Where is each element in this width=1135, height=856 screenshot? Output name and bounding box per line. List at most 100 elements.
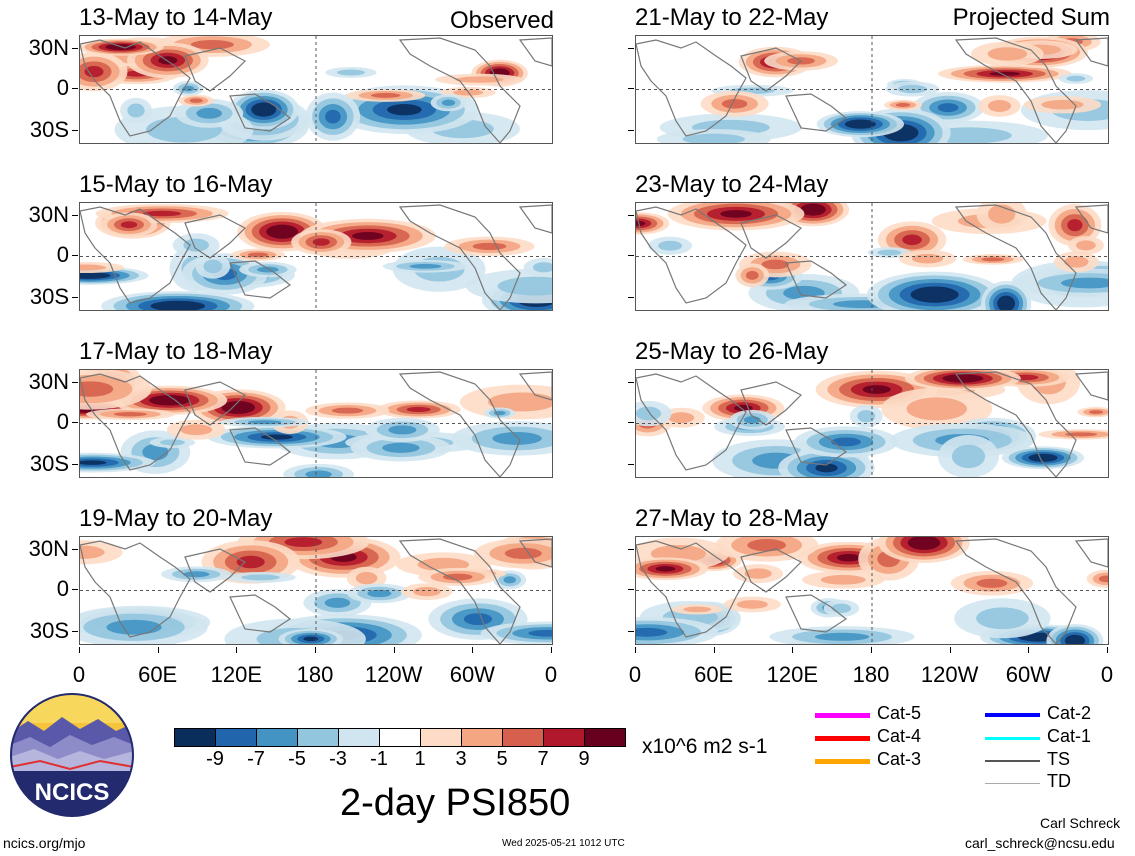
x-label: 0 [628,662,642,687]
y-tick [72,255,78,256]
y-tick [72,88,78,89]
x-tick [713,647,715,653]
panel-tag: Projected Sum [952,4,1110,31]
psi850-field [636,537,1108,644]
colorbar-label: 7 [537,748,549,770]
y-label: 30N [28,536,69,561]
x-tick [1107,647,1108,653]
colorbar-swatch [543,728,585,747]
x-label: 180 [296,662,334,687]
y-tick [628,549,634,550]
colorbar-label: 9 [578,748,590,770]
x-label: 120W [920,662,979,687]
colorbar-label: 5 [496,748,508,770]
colorbar-label: -7 [247,748,265,770]
colorbar-swatch [584,728,626,747]
x-label: 120E [766,662,819,687]
map-panel [635,369,1109,478]
legend-swatch [985,736,1040,740]
y-tick [72,382,78,383]
panel-title: 17-May to 18-May [79,338,273,365]
psi850-field [80,370,552,477]
legend-label: Cat-4 [877,726,922,746]
x-label: 60W [449,662,495,687]
x-tick [157,647,159,653]
panel-title: 21-May to 22-May [635,4,829,31]
y-label: 0 [56,75,69,100]
panel-title: 15-May to 16-May [79,171,273,198]
y-tick [628,382,634,383]
colorbar-label: -1 [370,748,388,770]
main-title: 2-day PSI850 [340,782,571,824]
y-tick [72,422,78,423]
y-tick [72,297,78,298]
colorbar-label: 3 [455,748,467,770]
x-tick [792,647,794,653]
y-tick [628,88,634,89]
footer-email[interactable]: carl_schreck@ncsu.edu [965,835,1115,851]
colorbar-swatch [420,728,462,747]
y-label: 30N [28,35,69,60]
map-panel [635,202,1109,311]
map-panel [79,202,553,311]
legend-swatch [815,758,870,764]
colorbar-swatch [297,728,339,747]
logo-text: NCICS [35,779,110,806]
y-label: 30S [29,618,69,643]
y-label: 30S [29,117,69,142]
panel-title: 13-May to 14-May [79,4,273,31]
x-label: 60E [138,662,178,687]
x-label: 120E [210,662,263,687]
colorbar-label: -5 [288,748,306,770]
psi850-field [636,370,1108,477]
y-tick [72,48,78,49]
panel-title: 19-May to 20-May [79,505,273,532]
legend-swatch [815,712,870,718]
y-tick [72,589,78,590]
map-panel [79,369,553,478]
psi850-field [80,537,552,644]
y-tick [72,631,78,632]
y-tick [72,549,78,550]
y-tick [628,631,634,632]
legend-swatch [985,760,1040,762]
footer-url[interactable]: ncics.org/mjo [3,835,86,851]
y-label: 0 [56,409,69,434]
psi850-field [80,203,552,310]
x-label: 0 [72,662,86,687]
colorbar-label: 1 [414,748,426,770]
x-tick [393,647,395,653]
panel-title: 23-May to 24-May [635,171,829,198]
colorbar-swatch [461,728,503,747]
y-tick [628,422,634,423]
colorbar-units: x10^6 m2 s-1 [642,735,768,758]
x-label: 120W [364,662,423,687]
y-tick [72,130,78,131]
x-tick [79,647,80,653]
x-tick [551,647,552,653]
legend-label: Cat-2 [1047,703,1092,723]
colorbar-label: -9 [206,748,224,770]
legend-swatch [985,713,1040,717]
x-tick [315,647,316,653]
x-tick [871,647,872,653]
legend-swatch [815,735,870,741]
y-label: 30N [28,202,69,227]
colorbar-swatch [256,728,298,747]
y-tick [628,48,634,49]
psi850-field [636,36,1108,143]
colorbar-label: -3 [329,748,347,770]
colorbar-swatch [502,728,544,747]
ncics-logo: NCICS [10,693,134,817]
x-label: 60W [1005,662,1051,687]
y-tick [628,130,634,131]
legend-label: Cat-3 [877,749,922,769]
y-label: 0 [56,242,69,267]
y-label: 30S [29,451,69,476]
panel-title: 27-May to 28-May [635,505,829,532]
map-panel [79,536,553,645]
footer-author: Carl Schreck [1040,815,1121,831]
legend-label: TD [1047,771,1071,791]
legend-swatch [985,782,1040,784]
y-tick [628,255,634,256]
